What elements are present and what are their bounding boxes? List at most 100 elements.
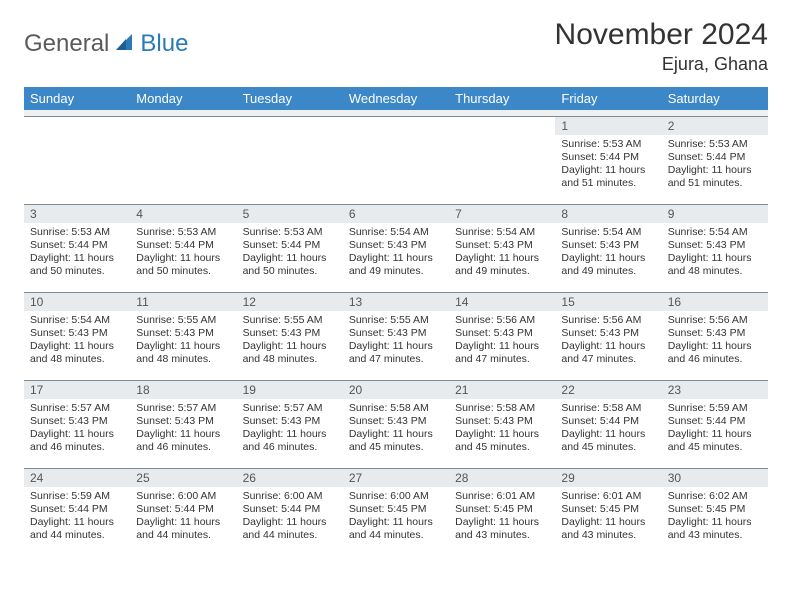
day-number: 1: [555, 117, 661, 135]
day-number: 16: [662, 293, 768, 311]
day-body: Sunrise: 5:54 AMSunset: 5:43 PMDaylight:…: [24, 311, 130, 371]
daylight-text: Daylight: 11 hours and 46 minutes.: [668, 340, 762, 366]
calendar-day: 3Sunrise: 5:53 AMSunset: 5:44 PMDaylight…: [24, 204, 130, 292]
day-number: [343, 117, 449, 135]
day-body: Sunrise: 5:57 AMSunset: 5:43 PMDaylight:…: [237, 399, 343, 459]
day-number: 23: [662, 381, 768, 399]
sunrise-text: Sunrise: 5:53 AM: [136, 226, 230, 239]
day-number: 25: [130, 469, 236, 487]
day-number: 2: [662, 117, 768, 135]
sunrise-text: Sunrise: 5:53 AM: [30, 226, 124, 239]
sunrise-text: Sunrise: 5:54 AM: [668, 226, 762, 239]
daylight-text: Daylight: 11 hours and 48 minutes.: [243, 340, 337, 366]
sunset-text: Sunset: 5:43 PM: [455, 239, 549, 252]
weekday-header: Tuesday: [237, 87, 343, 110]
day-number: 28: [449, 469, 555, 487]
day-number: [130, 117, 236, 135]
daylight-text: Daylight: 11 hours and 44 minutes.: [30, 516, 124, 542]
sunrise-text: Sunrise: 5:58 AM: [349, 402, 443, 415]
sunset-text: Sunset: 5:43 PM: [668, 327, 762, 340]
title-block: November 2024 Ejura, Ghana: [555, 18, 768, 75]
daylight-text: Daylight: 11 hours and 51 minutes.: [561, 164, 655, 190]
sunset-text: Sunset: 5:43 PM: [455, 327, 549, 340]
sunrise-text: Sunrise: 5:55 AM: [136, 314, 230, 327]
day-body: Sunrise: 5:53 AMSunset: 5:44 PMDaylight:…: [237, 223, 343, 283]
sunset-text: Sunset: 5:45 PM: [668, 503, 762, 516]
sunrise-text: Sunrise: 6:00 AM: [243, 490, 337, 503]
calendar-day: 2Sunrise: 5:53 AMSunset: 5:44 PMDaylight…: [662, 116, 768, 204]
day-number: 13: [343, 293, 449, 311]
daylight-text: Daylight: 11 hours and 43 minutes.: [455, 516, 549, 542]
page-title: November 2024: [555, 18, 768, 52]
day-body: Sunrise: 6:01 AMSunset: 5:45 PMDaylight:…: [449, 487, 555, 547]
day-number: 12: [237, 293, 343, 311]
day-number: 20: [343, 381, 449, 399]
calendar-day: 7Sunrise: 5:54 AMSunset: 5:43 PMDaylight…: [449, 204, 555, 292]
daylight-text: Daylight: 11 hours and 46 minutes.: [136, 428, 230, 454]
sunset-text: Sunset: 5:44 PM: [243, 239, 337, 252]
day-body: Sunrise: 5:54 AMSunset: 5:43 PMDaylight:…: [555, 223, 661, 283]
daylight-text: Daylight: 11 hours and 48 minutes.: [136, 340, 230, 366]
sunset-text: Sunset: 5:44 PM: [30, 239, 124, 252]
sunrise-text: Sunrise: 5:58 AM: [561, 402, 655, 415]
day-body: Sunrise: 5:59 AMSunset: 5:44 PMDaylight:…: [662, 399, 768, 459]
day-number: 3: [24, 205, 130, 223]
calendar-day: [449, 116, 555, 204]
calendar-day: 5Sunrise: 5:53 AMSunset: 5:44 PMDaylight…: [237, 204, 343, 292]
sunset-text: Sunset: 5:44 PM: [668, 415, 762, 428]
calendar-week: 17Sunrise: 5:57 AMSunset: 5:43 PMDayligh…: [24, 380, 768, 468]
day-body: Sunrise: 5:53 AMSunset: 5:44 PMDaylight:…: [662, 135, 768, 195]
sunrise-text: Sunrise: 5:53 AM: [668, 138, 762, 151]
sunrise-text: Sunrise: 5:54 AM: [561, 226, 655, 239]
day-body: Sunrise: 5:56 AMSunset: 5:43 PMDaylight:…: [555, 311, 661, 371]
day-body: Sunrise: 5:55 AMSunset: 5:43 PMDaylight:…: [130, 311, 236, 371]
weekday-header: Wednesday: [343, 87, 449, 110]
daylight-text: Daylight: 11 hours and 49 minutes.: [455, 252, 549, 278]
day-number: 30: [662, 469, 768, 487]
sunset-text: Sunset: 5:43 PM: [30, 415, 124, 428]
sunset-text: Sunset: 5:45 PM: [455, 503, 549, 516]
daylight-text: Daylight: 11 hours and 45 minutes.: [668, 428, 762, 454]
day-number: 4: [130, 205, 236, 223]
daylight-text: Daylight: 11 hours and 48 minutes.: [668, 252, 762, 278]
calendar-day: 17Sunrise: 5:57 AMSunset: 5:43 PMDayligh…: [24, 380, 130, 468]
sunrise-text: Sunrise: 5:55 AM: [349, 314, 443, 327]
daylight-text: Daylight: 11 hours and 46 minutes.: [30, 428, 124, 454]
daylight-text: Daylight: 11 hours and 49 minutes.: [561, 252, 655, 278]
day-number: 8: [555, 205, 661, 223]
sunset-text: Sunset: 5:44 PM: [136, 239, 230, 252]
weekday-header: Monday: [130, 87, 236, 110]
day-body: Sunrise: 6:00 AMSunset: 5:45 PMDaylight:…: [343, 487, 449, 547]
day-number: 6: [343, 205, 449, 223]
daylight-text: Daylight: 11 hours and 45 minutes.: [349, 428, 443, 454]
daylight-text: Daylight: 11 hours and 44 minutes.: [243, 516, 337, 542]
sunrise-text: Sunrise: 6:00 AM: [349, 490, 443, 503]
calendar-day: 24Sunrise: 5:59 AMSunset: 5:44 PMDayligh…: [24, 468, 130, 556]
day-number: 14: [449, 293, 555, 311]
day-number: 15: [555, 293, 661, 311]
calendar-day: 15Sunrise: 5:56 AMSunset: 5:43 PMDayligh…: [555, 292, 661, 380]
sunset-text: Sunset: 5:43 PM: [455, 415, 549, 428]
sunrise-text: Sunrise: 5:53 AM: [561, 138, 655, 151]
calendar-day: 23Sunrise: 5:59 AMSunset: 5:44 PMDayligh…: [662, 380, 768, 468]
calendar-day: 21Sunrise: 5:58 AMSunset: 5:43 PMDayligh…: [449, 380, 555, 468]
sunrise-text: Sunrise: 5:57 AM: [136, 402, 230, 415]
day-body: Sunrise: 5:59 AMSunset: 5:44 PMDaylight:…: [24, 487, 130, 547]
sunset-text: Sunset: 5:43 PM: [349, 327, 443, 340]
brand-part1: General: [24, 30, 109, 58]
day-body: Sunrise: 6:01 AMSunset: 5:45 PMDaylight:…: [555, 487, 661, 547]
weekday-header: Friday: [555, 87, 661, 110]
daylight-text: Daylight: 11 hours and 50 minutes.: [136, 252, 230, 278]
daylight-text: Daylight: 11 hours and 45 minutes.: [455, 428, 549, 454]
day-body: Sunrise: 6:00 AMSunset: 5:44 PMDaylight:…: [237, 487, 343, 547]
sunrise-text: Sunrise: 5:53 AM: [243, 226, 337, 239]
sunrise-text: Sunrise: 5:59 AM: [668, 402, 762, 415]
calendar-day: 1Sunrise: 5:53 AMSunset: 5:44 PMDaylight…: [555, 116, 661, 204]
calendar-day: 19Sunrise: 5:57 AMSunset: 5:43 PMDayligh…: [237, 380, 343, 468]
sunset-text: Sunset: 5:43 PM: [243, 327, 337, 340]
day-body: Sunrise: 6:00 AMSunset: 5:44 PMDaylight:…: [130, 487, 236, 547]
day-number: 22: [555, 381, 661, 399]
sunset-text: Sunset: 5:43 PM: [349, 239, 443, 252]
sunrise-text: Sunrise: 5:57 AM: [243, 402, 337, 415]
calendar-day: 29Sunrise: 6:01 AMSunset: 5:45 PMDayligh…: [555, 468, 661, 556]
